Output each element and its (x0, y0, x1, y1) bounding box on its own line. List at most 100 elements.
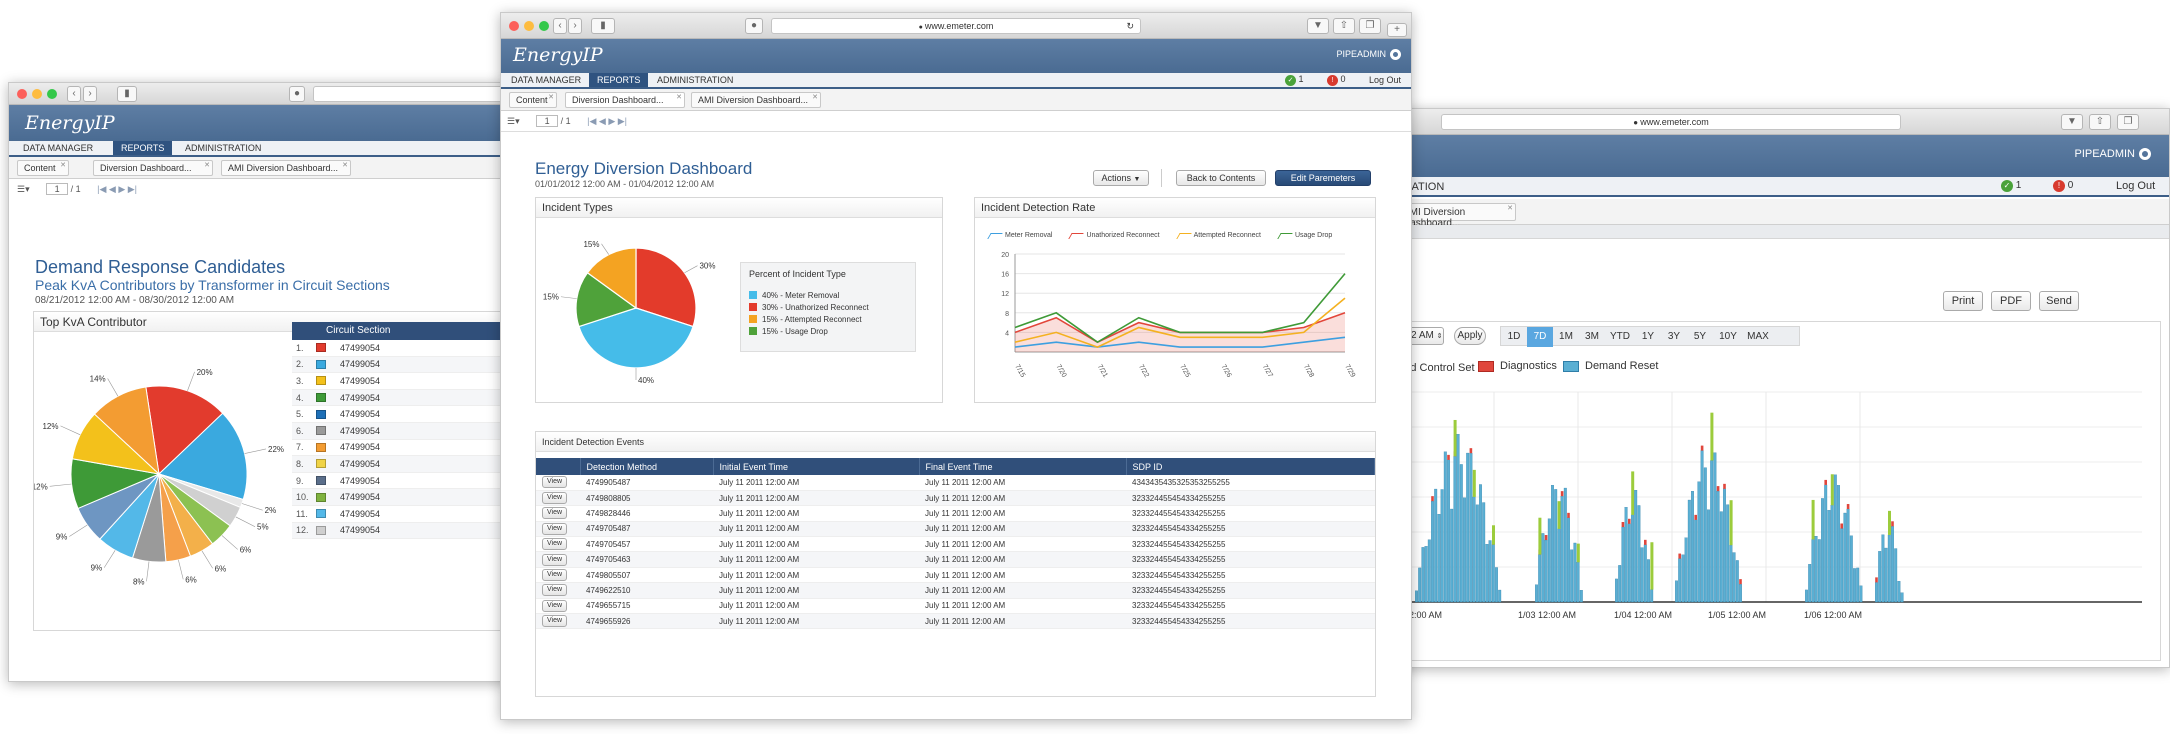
reload-icon[interactable]: ↻ (1126, 21, 1134, 31)
view-button[interactable]: View (542, 492, 568, 505)
range-1y[interactable]: 1Y (1641, 331, 1655, 342)
back-icon[interactable]: ‹ (553, 18, 567, 34)
nav-reports[interactable]: REPORTS (589, 73, 649, 87)
close-icon[interactable]: ✕ (1507, 205, 1513, 212)
url-bar[interactable] (313, 86, 507, 102)
menu-icon[interactable]: ☰▾ (507, 116, 520, 126)
table-row[interactable]: View 4749655926 July 11 2011 12:00 AM July … (536, 613, 1375, 630)
close-icon[interactable]: ✕ (548, 94, 554, 101)
user-menu[interactable]: PIPEADMIN (2074, 148, 2151, 161)
circuit-row[interactable]: 2. 47499054 (292, 356, 507, 374)
close-icon[interactable]: ✕ (342, 162, 348, 169)
table-row[interactable]: View 4749705457 July 11 2011 12:00 AM July … (536, 536, 1375, 553)
circuit-row[interactable]: 1. 47499054 (292, 340, 507, 357)
view-button[interactable]: View (542, 507, 568, 520)
privacy-icon[interactable]: ● (289, 86, 305, 102)
range-1m[interactable]: 1M (1559, 331, 1573, 342)
table-row[interactable]: View 4749808805 July 11 2011 12:00 AM July … (536, 490, 1375, 507)
view-button[interactable]: View (542, 615, 568, 628)
tab-content[interactable]: Content ✕ (509, 92, 557, 108)
table-row[interactable]: View 4749655715 July 11 2011 12:00 AM July … (536, 598, 1375, 615)
tab-ami-diversion[interactable]: AMI Diversion Dashboard... ✕ (1396, 203, 1516, 229)
back-to-contents-button[interactable]: Back to Contents (1176, 170, 1266, 186)
share-icon[interactable]: ⇧ (1333, 18, 1355, 34)
range-3y[interactable]: 3Y (1667, 331, 1681, 342)
pager-nav-icons[interactable]: |◀ ◀ ▶ ▶| (97, 184, 138, 194)
menu-icon[interactable]: ☰▾ (17, 184, 30, 194)
tabs-icon[interactable]: ❐ (1359, 18, 1381, 34)
table-row[interactable]: View 4749805507 July 11 2011 12:00 AM July … (536, 567, 1375, 584)
share-icon[interactable]: ⇧ (2089, 114, 2111, 130)
circuit-row[interactable]: 8. 47499054 (292, 456, 507, 473)
logout-link[interactable]: Log Out (1369, 75, 1402, 85)
view-button[interactable]: View (542, 522, 568, 535)
nav-administration[interactable]: ADMINISTRATION (185, 143, 262, 153)
new-tab-icon[interactable]: + (1387, 23, 1407, 37)
close-icon[interactable]: ✕ (676, 94, 682, 101)
circuit-row[interactable]: 11. 47499054 (292, 505, 507, 523)
circuit-row[interactable]: 4. 47499054 (292, 389, 507, 407)
pager-nav-icons[interactable]: |◀ ◀ ▶ ▶| (587, 116, 628, 126)
table-row[interactable]: View 4749828446 July 11 2011 12:00 AM July … (536, 505, 1375, 522)
view-button[interactable]: View (542, 538, 568, 551)
range-5y[interactable]: 5Y (1693, 331, 1707, 342)
col-final-time[interactable]: Final Event Time (919, 458, 1127, 475)
view-button[interactable]: View (542, 569, 568, 582)
view-button[interactable]: View (542, 584, 568, 597)
nav-data-manager[interactable]: DATA MANAGER (511, 75, 582, 85)
zoom-button[interactable] (47, 89, 57, 99)
minimize-button[interactable] (524, 21, 534, 31)
view-button[interactable]: View (542, 599, 568, 612)
range-ytd[interactable]: YTD (1610, 331, 1630, 342)
range-10y[interactable]: 10Y (1719, 331, 1737, 342)
privacy-icon[interactable]: ● (745, 18, 763, 34)
page-input[interactable]: 1 (46, 183, 69, 195)
circuit-row[interactable]: 3. 47499054 (292, 373, 507, 390)
circuit-row[interactable]: 6. 47499054 (292, 422, 507, 440)
page-input[interactable]: 1 (536, 115, 559, 127)
forward-icon[interactable]: › (83, 86, 97, 102)
circuit-row[interactable]: 9. 47499054 (292, 472, 507, 490)
range-1d[interactable]: 1D (1507, 331, 1521, 342)
gear-icon[interactable] (1390, 49, 1401, 61)
actions-button[interactable]: Actions ▼ (1093, 170, 1149, 186)
circuit-row[interactable]: 5. 47499054 (292, 406, 507, 423)
minimize-button[interactable] (32, 89, 42, 99)
col-initial-time[interactable]: Initial Event Time (713, 458, 920, 475)
view-button[interactable]: View (542, 476, 568, 489)
edit-parameters-button[interactable]: Edit Paremeters (1275, 170, 1371, 186)
tab-content[interactable]: Content ✕ (17, 160, 69, 176)
url-bar[interactable]: ● www.emeter.com (1441, 114, 1901, 130)
circuit-row[interactable]: 12. 47499054 (292, 522, 507, 540)
circuit-row[interactable]: 7. 47499054 (292, 439, 507, 457)
nav-administration[interactable]: ADMINISTRATION (657, 75, 734, 85)
nav-reports[interactable]: REPORTS (113, 141, 173, 155)
table-row[interactable]: View 4749705463 July 11 2011 12:00 AM July … (536, 551, 1375, 568)
nav-data-manager[interactable]: DATA MANAGER (23, 143, 94, 153)
close-icon[interactable]: ✕ (812, 94, 818, 101)
tab-diversion[interactable]: Diversion Dashboard... ✕ (565, 92, 685, 108)
range-3m[interactable]: 3M (1585, 331, 1599, 342)
print-button[interactable]: Print (1943, 291, 1983, 311)
close-icon[interactable]: ✕ (60, 162, 66, 169)
range-7d[interactable]: 7D (1527, 327, 1553, 347)
download-icon[interactable]: ▼ (2061, 114, 2083, 130)
download-icon[interactable]: ▼ (1307, 18, 1329, 34)
col-sdp-id[interactable]: SDP ID (1126, 458, 1375, 475)
back-icon[interactable]: ‹ (67, 86, 81, 102)
sidebar-icon[interactable]: ▮ (591, 18, 615, 34)
gear-icon[interactable] (2139, 148, 2151, 161)
col-detection-method[interactable]: Detection Method (580, 458, 714, 475)
range-max[interactable]: MAX (1747, 331, 1769, 342)
logout-link[interactable]: Log Out (2116, 180, 2156, 192)
close-window-button[interactable] (509, 21, 519, 31)
send-button[interactable]: Send (2039, 291, 2079, 311)
tab-diversion[interactable]: Diversion Dashboard... ✕ (93, 160, 213, 176)
table-row[interactable]: View 4749705487 July 11 2011 12:00 AM July … (536, 521, 1375, 538)
tabs-icon[interactable]: ❐ (2117, 114, 2139, 130)
user-menu[interactable]: PIPEADMIN (1336, 49, 1401, 61)
view-button[interactable]: View (542, 553, 568, 566)
table-row[interactable]: View 4749905487 July 11 2011 12:00 AM July … (536, 475, 1375, 491)
time-select[interactable]: 12 AM ⇕ (1404, 327, 1444, 345)
tab-ami-diversion[interactable]: AMI Diversion Dashboard... ✕ (221, 160, 351, 176)
